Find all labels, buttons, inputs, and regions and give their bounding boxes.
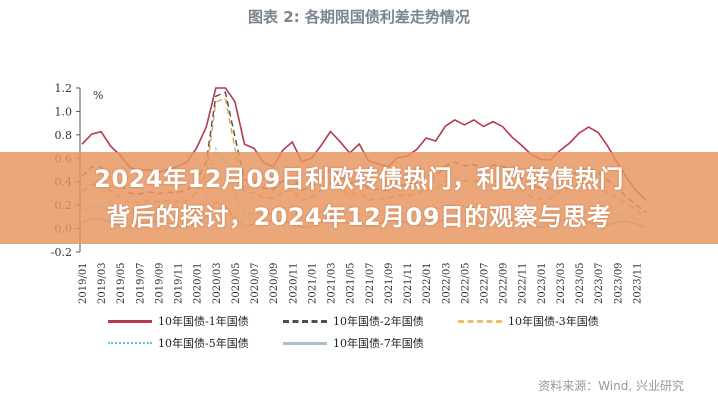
- legend-item: 10年国债-7年国债: [283, 335, 458, 351]
- banner-line-2: 背后的探讨，2024年12月09日的观察与思考: [106, 203, 612, 231]
- x-tick-label: 2022/07: [479, 262, 490, 304]
- x-tick-label: 2020/05: [231, 262, 242, 304]
- legend-label: 10年国债-3年国债: [508, 315, 599, 328]
- legend-item: 10年国债-2年国债: [283, 313, 458, 329]
- source-note: 资料来源：Wind, 兴业研究: [538, 379, 684, 393]
- legend-label: 10年国债-1年国债: [158, 315, 249, 328]
- x-tick-label: 2021/09: [384, 262, 395, 304]
- banner-headline: 2024年12月09日利欧转债热门，利欧转债热门 背后的探讨，2024年12月0…: [0, 160, 718, 236]
- x-tick-label: 2022/05: [460, 262, 471, 304]
- y-tick-label: -0.2: [51, 246, 72, 259]
- y-unit-label: %: [93, 89, 103, 102]
- legend-swatch: [283, 341, 327, 345]
- legend-swatch: [108, 319, 152, 323]
- x-tick-label: 2023/01: [537, 262, 548, 304]
- x-tick-label: 2021/11: [403, 262, 414, 304]
- y-tick-label: 1.2: [55, 82, 73, 95]
- y-tick-label: 1.0: [55, 105, 73, 118]
- x-tick-label: 2022/03: [441, 262, 452, 304]
- x-tick-label: 2019/01: [78, 262, 89, 304]
- legend-item: 10年国债-3年国债: [458, 313, 633, 329]
- legend-label: 10年国债-5年国债: [158, 337, 249, 350]
- x-tick-label: 2022/01: [422, 262, 433, 304]
- x-tick-label: 2020/01: [193, 262, 204, 304]
- x-tick-label: 2021/01: [307, 262, 318, 304]
- legend-label: 10年国债-7年国债: [333, 337, 424, 350]
- x-tick-label: 2021/03: [327, 262, 338, 304]
- x-tick-label: 2023/05: [575, 262, 586, 304]
- title-banner: [0, 152, 718, 244]
- x-tick-label: 2020/09: [269, 262, 280, 304]
- legend-swatch: [108, 342, 152, 344]
- x-tick-label: 2022/09: [499, 262, 510, 304]
- x-tick-label: 2020/07: [250, 262, 261, 304]
- legend-swatch: [283, 319, 327, 323]
- x-tick-label: 2020/11: [288, 262, 299, 304]
- x-tick-label: 2019/05: [116, 262, 127, 304]
- legend: 10年国债-1年国债 10年国债-2年国债 10年国债-3年国债 10年国债-5…: [108, 310, 633, 354]
- legend-swatch: [458, 319, 502, 323]
- x-tick-label: 2023/11: [632, 262, 643, 304]
- x-tick-label: 2019/03: [97, 262, 108, 304]
- x-tick-label: 2022/11: [518, 262, 529, 304]
- x-tick-label: 2023/09: [613, 262, 624, 304]
- x-tick-label: 2021/07: [365, 262, 376, 304]
- x-tick-label: 2021/05: [346, 262, 357, 304]
- x-tick-label: 2020/03: [212, 262, 223, 304]
- legend-item: 10年国债-5年国债: [108, 335, 283, 351]
- x-tick-label: 2023/03: [556, 262, 567, 304]
- x-tick-label: 2019/09: [154, 262, 165, 304]
- x-tick-label: 2023/07: [594, 262, 605, 304]
- x-tick-label: 2019/07: [135, 262, 146, 304]
- chart-title: 图表 2: 各期限国债利差走势情况: [248, 8, 470, 26]
- legend-label: 10年国债-2年国债: [333, 315, 424, 328]
- banner-line-1: 2024年12月09日利欧转债热门，利欧转债热门: [94, 165, 624, 193]
- legend-item: 10年国债-1年国债: [108, 313, 283, 329]
- y-tick-label: 0.8: [55, 129, 73, 142]
- x-tick-label: 2019/11: [174, 262, 185, 304]
